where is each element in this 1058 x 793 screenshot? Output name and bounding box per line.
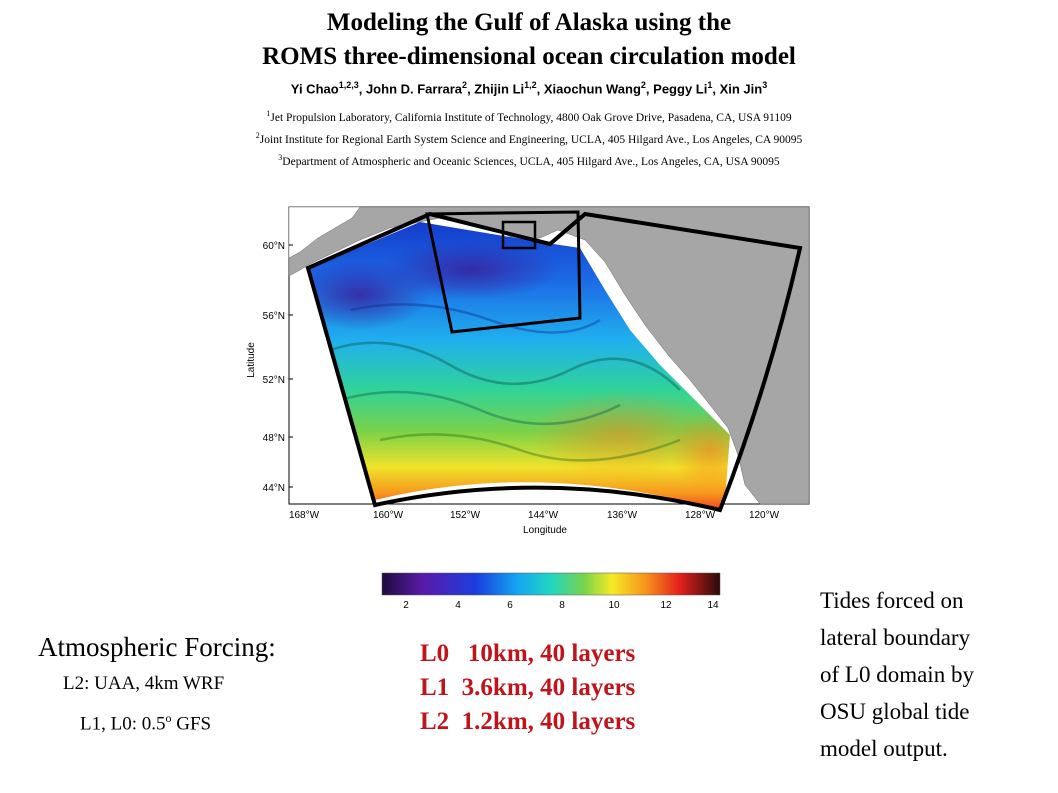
level-l2: L2 1.2km, 40 layers xyxy=(420,708,636,735)
land-west-coast xyxy=(288,206,361,259)
latitude-axis: 60°N 56°N 52°N 48°N 44°N Latitude xyxy=(246,241,293,494)
lon-tick: 152°W xyxy=(450,510,481,521)
author-sup: 1,2 xyxy=(524,80,537,90)
lat-tick: 56°N xyxy=(263,311,285,322)
affiliation-1: 1Jet Propulsion Laboratory, California I… xyxy=(0,107,1058,125)
author: Xin Jin xyxy=(719,81,763,97)
affiliation-text: Joint Institute for Regional Earth Syste… xyxy=(259,133,803,146)
lat-tick: 44°N xyxy=(263,483,285,494)
level-l0: L0 10km, 40 layers xyxy=(420,640,636,667)
author: Yi Chao xyxy=(290,81,339,97)
colorbar-tick: 10 xyxy=(608,600,620,611)
level-l1: L1 3.6km, 40 layers xyxy=(420,674,636,701)
colorbar-gradient xyxy=(381,572,721,596)
longitude-label: Longitude xyxy=(523,525,567,536)
domain-l1-outline xyxy=(425,210,582,334)
colorbar-tick: 14 xyxy=(707,600,719,611)
forcing-line-post: GFS xyxy=(171,713,212,735)
forcing-line-l1-l0: L1, L0: 0.5o GFS xyxy=(80,711,211,735)
tides-line: lateral boundary xyxy=(820,625,971,650)
affiliation-sup: 3 xyxy=(278,153,283,162)
tides-line: model output. xyxy=(820,736,948,761)
affiliation-sup: 2 xyxy=(255,131,260,140)
author-sup: 2 xyxy=(640,80,646,90)
affiliation-text: Jet Propulsion Laboratory, California In… xyxy=(270,111,792,124)
poster-title-line1: Modeling the Gulf of Alaska using the xyxy=(326,9,732,36)
map-svg: 60°N 56°N 52°N 48°N 44°N Latitude 168°W … xyxy=(246,206,810,536)
longitude-axis: 168°W 160°W 152°W 144°W 136°W 128°W 120°… xyxy=(289,510,780,536)
ocean-model-map: 60°N 56°N 52°N 48°N 44°N Latitude 168°W … xyxy=(240,200,820,545)
lon-tick: 144°W xyxy=(528,510,559,521)
author: Peggy Li xyxy=(653,81,708,97)
grid-levels: L0 10km, 40 layers L1 3.6km, 40 layers L… xyxy=(420,637,635,739)
author: Xiaochun Wang xyxy=(543,81,641,97)
author-sup: 1 xyxy=(707,80,713,90)
temperature-colorbar: 2 4 6 8 10 12 14 xyxy=(380,571,722,615)
affiliation-text: Department of Atmospheric and Oceanic Sc… xyxy=(282,155,780,168)
lat-tick: 48°N xyxy=(263,433,285,444)
author-list: Yi Chao1,2,3, John D. Farrara2, Zhijin L… xyxy=(290,80,768,97)
tides-line: OSU global tide xyxy=(820,699,970,724)
tides-note: Tides forced on lateral boundary of L0 d… xyxy=(820,582,1052,767)
colorbar-tick: 8 xyxy=(559,600,565,611)
affiliation-3: 3Department of Atmospheric and Oceanic S… xyxy=(0,151,1058,169)
land-alaska xyxy=(288,206,810,505)
degree-sup: o xyxy=(165,711,172,725)
lon-tick: 120°W xyxy=(749,510,780,521)
lon-tick: 160°W xyxy=(373,510,404,521)
forcing-line-l2: L2: UAA, 4km WRF xyxy=(63,673,225,694)
author-sup: 1,2,3 xyxy=(338,80,359,90)
author: John D. Farrara xyxy=(365,81,463,97)
domain-l0-outline xyxy=(305,211,803,513)
affiliation-sup: 1 xyxy=(266,109,271,118)
lon-tick: 136°W xyxy=(607,510,638,521)
lat-tick: 60°N xyxy=(263,241,285,252)
colorbar-tick: 6 xyxy=(507,600,513,611)
colorbar-tick: 2 xyxy=(403,600,409,611)
author: Zhijin Li xyxy=(474,81,525,97)
forcing-heading: Atmospheric Forcing: xyxy=(38,632,276,662)
forcing-line-pre: L1, L0: 0.5 xyxy=(80,713,166,735)
lat-tick: 52°N xyxy=(263,375,285,386)
poster-title-line2: ROMS three-dimensional ocean circulation… xyxy=(262,43,796,70)
affiliation-2: 2Joint Institute for Regional Earth Syst… xyxy=(0,129,1058,147)
domain-l2-outline xyxy=(501,220,537,250)
tides-line: of L0 domain by xyxy=(820,662,974,687)
lon-tick: 128°W xyxy=(685,510,716,521)
colorbar-tick: 12 xyxy=(660,600,672,611)
author-sup: 2 xyxy=(462,80,468,90)
lon-tick: 168°W xyxy=(289,510,320,521)
colorbar-svg: 2 4 6 8 10 12 14 xyxy=(381,572,721,611)
colorbar-tick: 4 xyxy=(455,600,461,611)
latitude-label: Latitude xyxy=(246,342,257,378)
tides-line: Tides forced on xyxy=(820,588,964,613)
author-sup: 3 xyxy=(762,80,768,90)
